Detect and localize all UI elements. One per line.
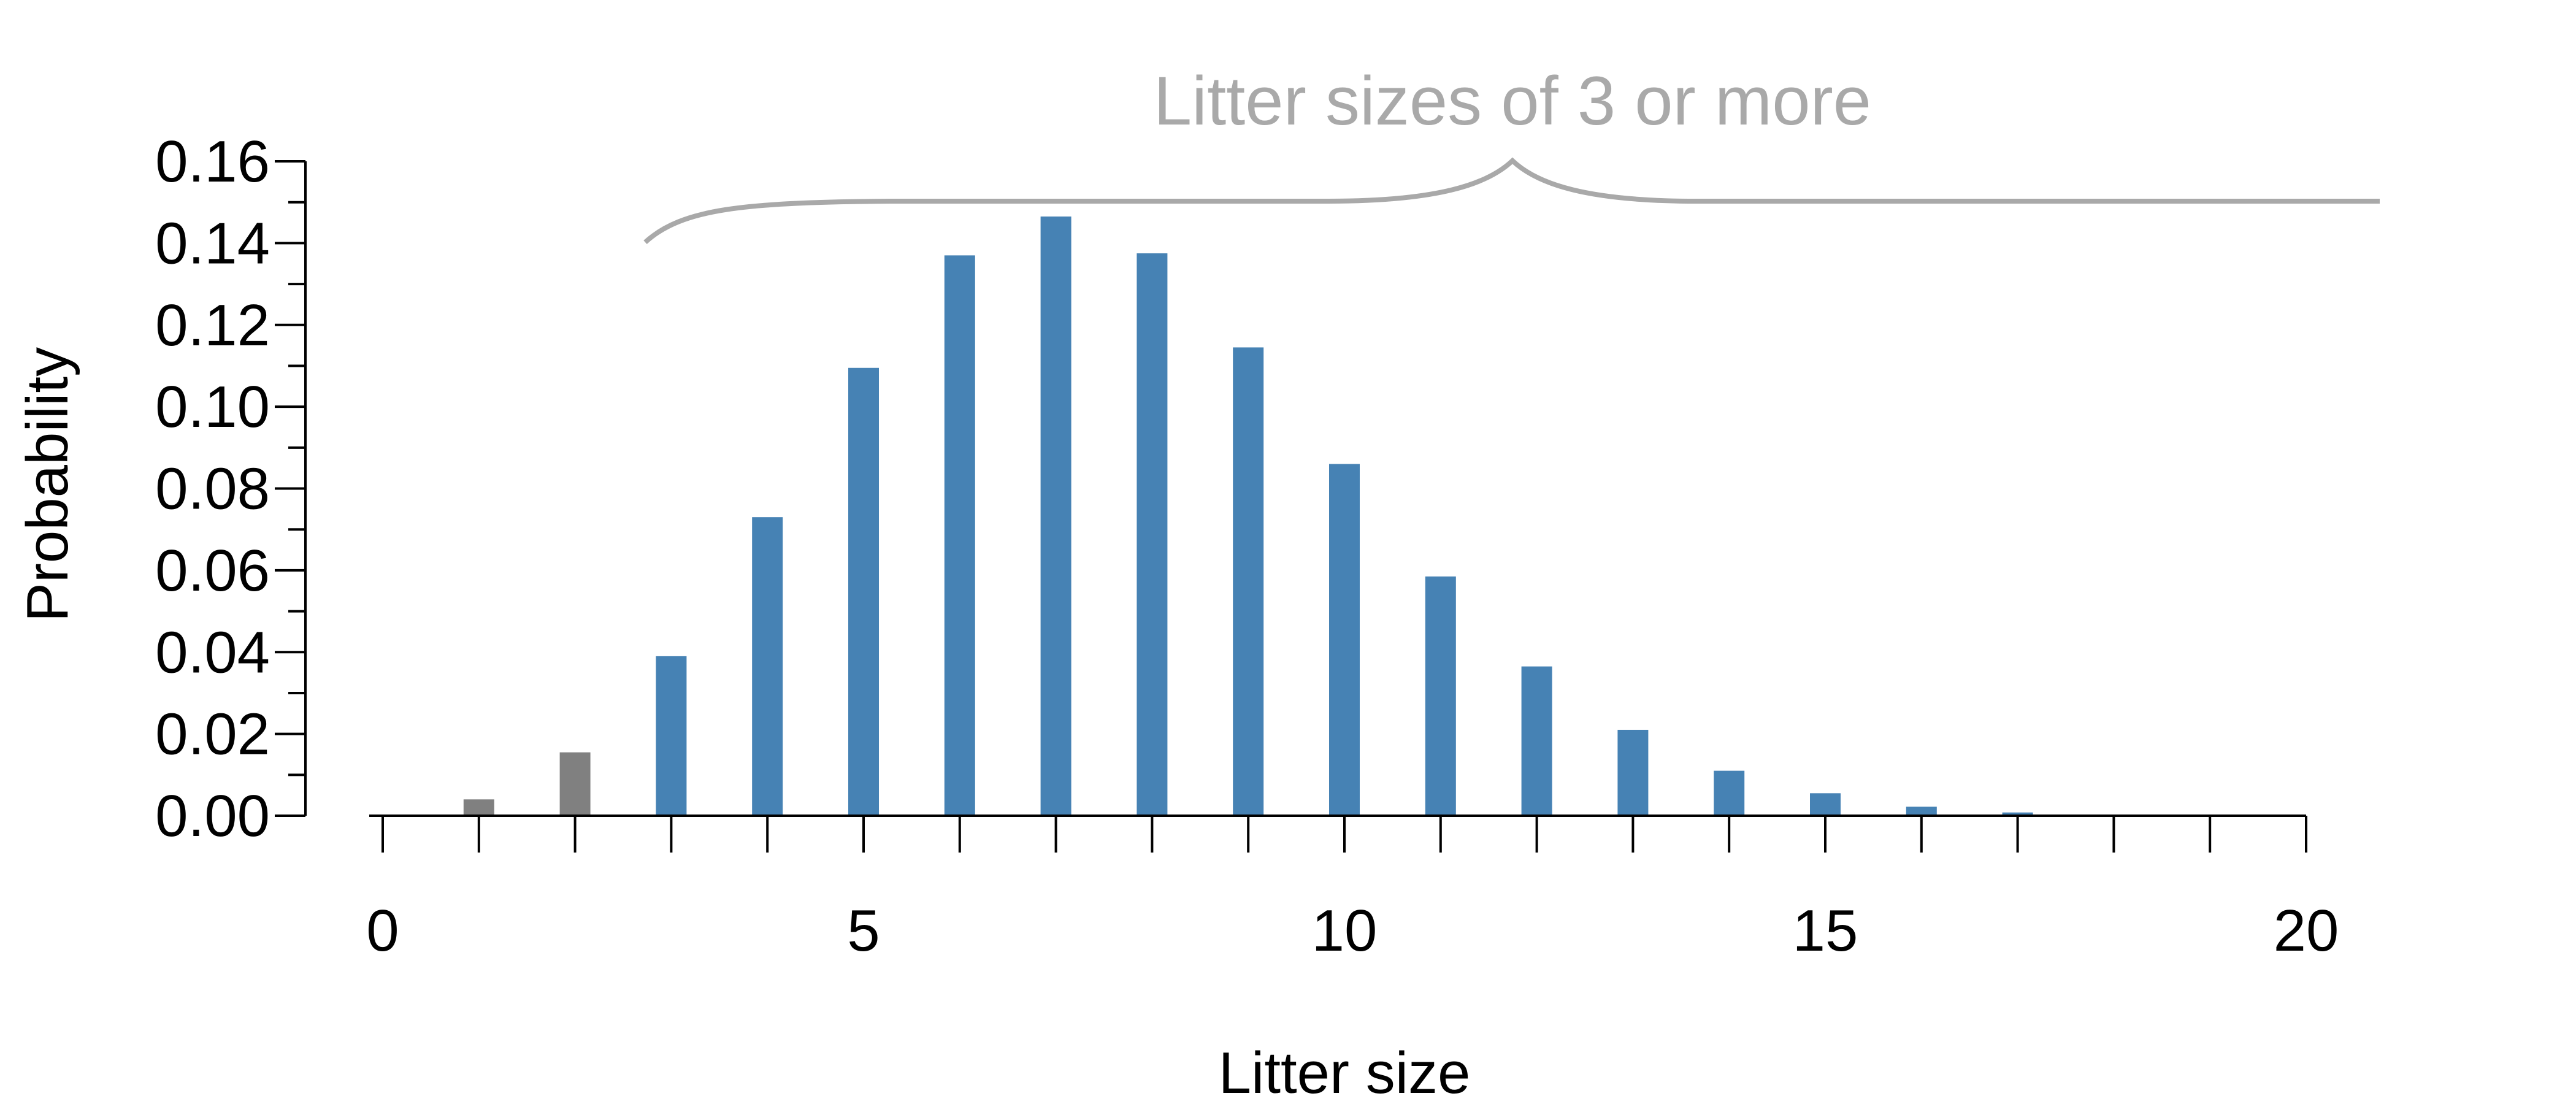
bar-3 xyxy=(656,656,687,816)
annotation-label: Litter sizes of 3 or more xyxy=(1154,63,1871,139)
bar-5 xyxy=(848,367,879,816)
bar-11 xyxy=(1425,576,1456,816)
y-tick-label-2: 0.04 xyxy=(155,619,270,685)
x-axis: 0 5 10 15 20 xyxy=(366,815,2339,964)
y-axis-title: Probability xyxy=(15,347,80,622)
bars-group xyxy=(463,217,2033,816)
curly-brace xyxy=(643,157,2380,244)
bar-14 xyxy=(1714,770,1745,816)
bar-7 xyxy=(1040,217,1071,816)
x-tick-label-0: 0 xyxy=(366,898,399,964)
x-tick-label-20: 20 xyxy=(2274,898,2339,964)
y-tick-label-1: 0.02 xyxy=(155,702,270,767)
y-tick-label-4: 0.08 xyxy=(155,456,270,522)
bar-10 xyxy=(1329,464,1360,816)
x-tick-label-10: 10 xyxy=(1312,898,1378,964)
bar-12 xyxy=(1521,666,1552,816)
bar-9 xyxy=(1233,347,1264,816)
bar-15 xyxy=(1810,793,1841,816)
brace-annotation: Litter sizes of 3 or more xyxy=(643,63,2380,244)
y-axis: 0.00 0.02 0.04 0.06 0.08 0.10 0.12 0.14 0.16 xyxy=(155,129,307,849)
y-tick-label-7: 0.14 xyxy=(155,210,270,276)
x-axis-title: Litter size xyxy=(1219,1040,1471,1104)
y-tick-label-6: 0.12 xyxy=(155,293,270,358)
bar-17 xyxy=(2002,812,2033,816)
y-tick-label-5: 0.10 xyxy=(155,374,270,440)
bar-13 xyxy=(1617,729,1649,816)
bar-1 xyxy=(463,799,494,816)
y-tick-label-0: 0.00 xyxy=(155,783,270,849)
x-tick-label-5: 5 xyxy=(847,898,880,964)
y-tick-label-8: 0.16 xyxy=(155,129,270,194)
bar-6 xyxy=(944,255,975,816)
y-tick-label-3: 0.06 xyxy=(155,538,270,604)
bar-2 xyxy=(559,752,591,816)
bar-16 xyxy=(1906,807,1937,816)
bar-4 xyxy=(752,517,783,816)
bar-8 xyxy=(1137,253,1168,816)
x-tick-label-15: 15 xyxy=(1793,898,1858,964)
